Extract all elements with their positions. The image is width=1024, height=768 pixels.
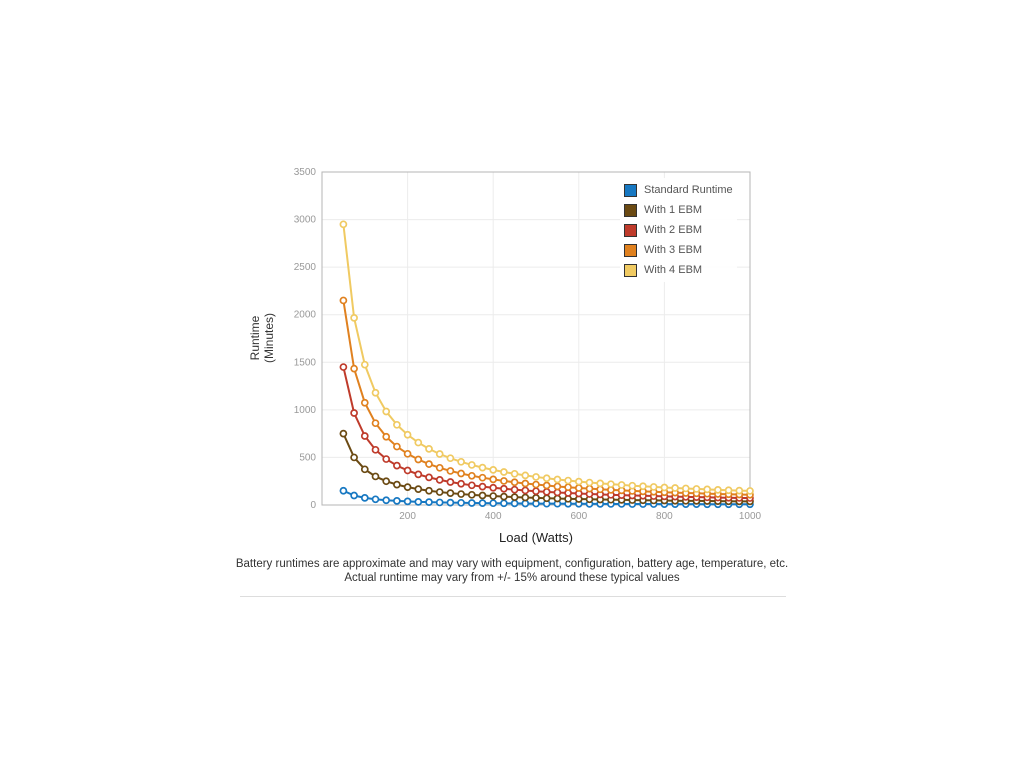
svg-text:400: 400 — [485, 511, 502, 522]
svg-text:800: 800 — [656, 511, 673, 522]
legend-swatch-with-1-ebm — [624, 203, 637, 217]
horizontal-divider — [240, 596, 786, 597]
svg-text:200: 200 — [399, 511, 416, 522]
legend-swatch-with-2-ebm — [624, 223, 637, 237]
svg-text:3000: 3000 — [294, 215, 317, 226]
legend-item-with-4-ebm: With 4 EBM — [624, 260, 733, 280]
legend-label: Standard Runtime — [644, 184, 733, 196]
legend-swatch-with-3-ebm — [624, 243, 637, 257]
y-axis-label-line2: (Minutes) — [262, 312, 276, 364]
legend-item-with-2-ebm: With 2 EBM — [624, 220, 733, 240]
legend-label: With 2 EBM — [644, 224, 703, 236]
legend-label: With 4 EBM — [644, 264, 703, 276]
y-axis-label: Runtime (Minutes) — [248, 313, 276, 363]
x-axis-label: Load (Watts) — [499, 530, 573, 545]
runtime-chart-plot: 0 500 1000 1500 2000 2500 3000 3500 200 400 600 800… — [294, 167, 762, 522]
chart-legend: Standard Runtime With 1 EBM With 2 EBM W… — [620, 178, 737, 282]
chart-disclaimer: Battery runtimes are approximate and may… — [0, 557, 1024, 585]
legend-item-with-1-ebm: With 1 EBM — [624, 200, 733, 220]
legend-item-standard-runtime: Standard Runtime — [624, 180, 733, 200]
svg-text:500: 500 — [299, 452, 316, 463]
legend-swatch-with-4-ebm — [624, 263, 637, 277]
svg-text:1000: 1000 — [739, 511, 762, 522]
svg-text:2500: 2500 — [294, 262, 317, 273]
legend-label: With 1 EBM — [644, 204, 703, 216]
chart-disclaimer-line2: Actual runtime may vary from +/- 15% aro… — [344, 572, 680, 584]
svg-text:1500: 1500 — [294, 357, 317, 368]
svg-text:600: 600 — [570, 511, 587, 522]
legend-label: With 3 EBM — [644, 244, 703, 256]
svg-text:3500: 3500 — [294, 167, 317, 178]
svg-text:0: 0 — [310, 500, 316, 511]
chart-disclaimer-line1: Battery runtimes are approximate and may… — [235, 558, 789, 570]
svg-text:1000: 1000 — [294, 405, 317, 416]
y-axis-label-line1: Runtime — [248, 315, 262, 361]
legend-item-with-3-ebm: With 3 EBM — [624, 240, 733, 260]
legend-swatch-standard-runtime — [624, 183, 637, 197]
svg-text:2000: 2000 — [294, 310, 317, 321]
runtime-chart: Runtime (Minutes) 0 500 1000 1500 2000 2500 30… — [248, 160, 780, 560]
